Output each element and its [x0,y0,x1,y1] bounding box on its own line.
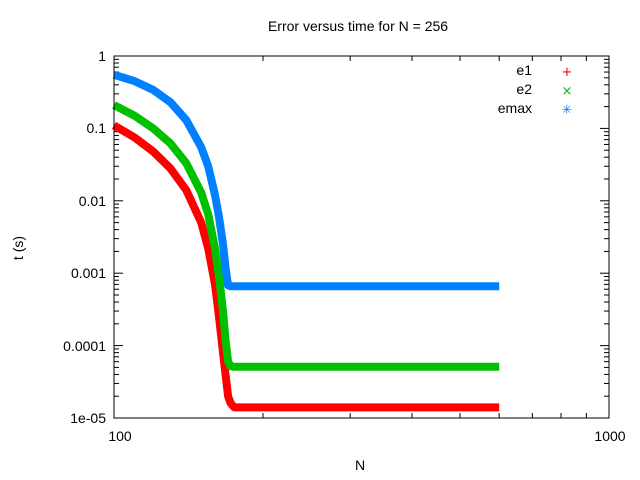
legend-markers: + × ✳ [562,65,573,118]
legend-label-e2: e2 [516,81,532,97]
plot-frame [113,55,610,419]
y-axis-label: t (s) [10,235,26,261]
svg-text:✳: ✳ [562,103,573,118]
y-tick-label: 1 [98,48,106,64]
x-axis-label: N [354,457,366,473]
svg-text:+: + [562,65,573,80]
series-emax [112,70,500,291]
y-tick-label: 1e-05 [70,410,106,426]
legend-label-emax: emax [497,100,532,116]
x-tick-label: 100 [108,428,132,444]
legend-label-e1: e1 [516,62,532,78]
y-tick-label: 0.01 [78,193,106,209]
chart-title: Error versus time for N = 256 [267,18,449,34]
svg-text:×: × [562,84,573,99]
series-e2 [112,101,500,371]
y-tick-label: 0.1 [86,120,106,136]
series-e1 [111,121,500,412]
y-tick-label: 0.0001 [63,338,106,354]
y-tick-label: 0.001 [70,265,106,281]
data-series [111,70,500,412]
x-tick-label: 1000 [594,428,626,444]
